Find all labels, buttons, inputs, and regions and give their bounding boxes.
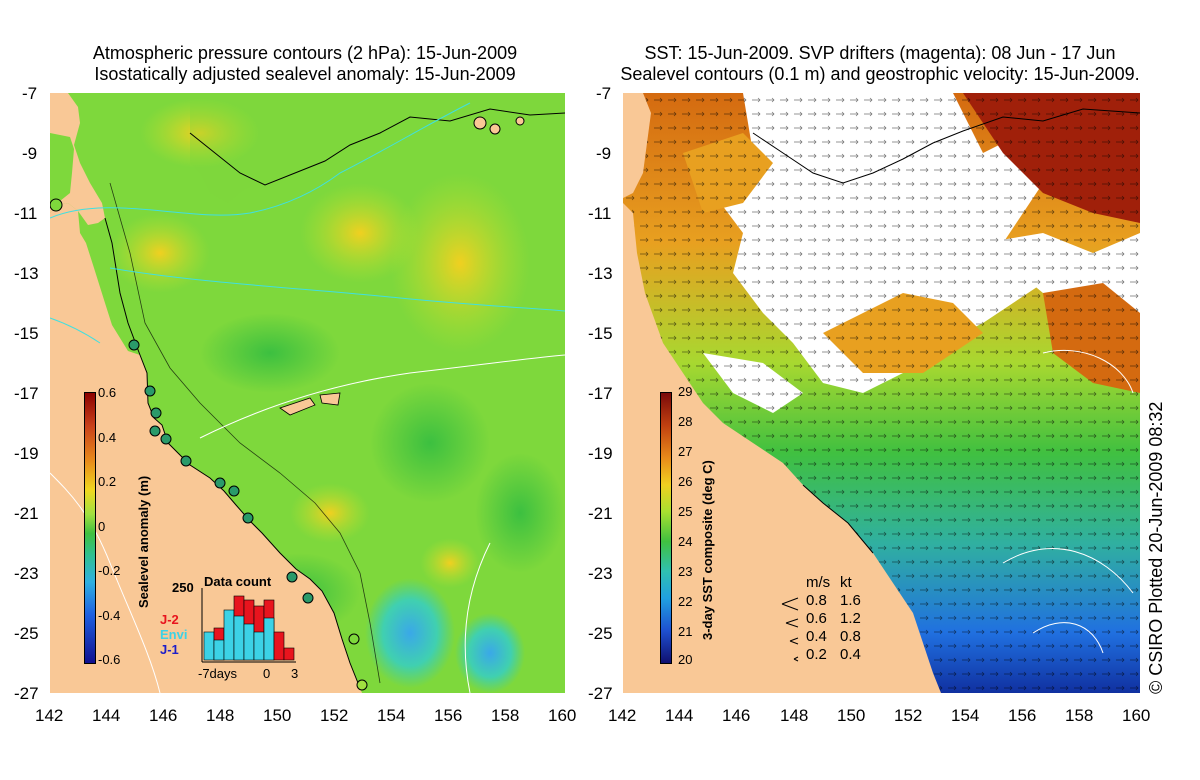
- right-x-tick-2: 146: [722, 706, 751, 725]
- left-y-tick-10: -27: [14, 684, 39, 703]
- left-cbar-tick-3: 0: [98, 519, 106, 534]
- right-x-tick-0: 142: [608, 706, 637, 725]
- inset-legend-j1: J-1: [160, 642, 179, 657]
- velocity-legend-row-2-kt: 0.8: [840, 628, 861, 645]
- left-x-tick-3: 148: [206, 706, 235, 725]
- left-x-tick-8: 158: [491, 706, 520, 725]
- left-y-tick-6: -19: [14, 444, 39, 463]
- right-y-tick-5: -17: [588, 384, 613, 403]
- left-cbar-tick-0: 0.6: [98, 385, 117, 400]
- left-x-tick-6: 154: [377, 706, 406, 725]
- right-y-tick-7: -21: [588, 504, 613, 523]
- velocity-legend-row-0-ms: 0.8: [806, 592, 827, 609]
- right-title-line1: SST: 15-Jun-2009. SVP drifters (magenta)…: [644, 43, 1116, 63]
- right-x-tick-6: 154: [951, 706, 980, 725]
- plot-credit: © CSIRO Plotted 20-Jun-2009 08:32: [1146, 401, 1166, 694]
- right-cbar-tick-9: 20: [678, 652, 693, 667]
- left-cbar-tick-1: 0.4: [98, 430, 117, 445]
- right-y-tick-0: -7: [596, 84, 612, 103]
- velocity-legend-row-2-ms: 0.4: [806, 628, 827, 645]
- right-y-tick-8: -23: [588, 564, 613, 583]
- velocity-legend-row-0-kt: 1.6: [840, 592, 861, 609]
- inset-title: Data count: [204, 574, 272, 589]
- velocity-legend-header-ms: m/s: [806, 574, 831, 591]
- left-cbar-tick-5: -0.4: [98, 608, 121, 623]
- right-x-tick-9: 160: [1122, 706, 1151, 725]
- left-y-tick-2: -11: [14, 204, 38, 223]
- left-y-tick-8: -23: [14, 564, 39, 583]
- right-y-tick-2: -11: [588, 204, 612, 223]
- right-cbar-tick-1: 28: [678, 414, 693, 429]
- right-x-tick-8: 158: [1065, 706, 1094, 725]
- left-y-tick-3: -13: [14, 264, 39, 283]
- left-map-graphic: [50, 93, 565, 693]
- left-y-tick-4: -15: [14, 324, 39, 343]
- right-cbar-tick-2: 27: [678, 444, 693, 459]
- right-y-tick-1: -9: [596, 144, 612, 163]
- left-x-tick-7: 156: [434, 706, 463, 725]
- left-y-tick-5: -17: [14, 384, 39, 403]
- right-map-sst: [623, 93, 1140, 693]
- right-cbar-tick-8: 21: [678, 624, 693, 639]
- velocity-legend: m/s kt 0.8 1.6 0.6 1.2 0.4 0.8 0.2 0.4: [780, 574, 870, 666]
- left-colorbar-title: Sealevel anomaly (m): [136, 475, 151, 608]
- velocity-legend-arrows: [781, 597, 799, 662]
- right-x-tick-4: 150: [837, 706, 866, 725]
- left-cbar-tick-6: -0.6: [98, 652, 121, 667]
- right-y-tick-10: -27: [588, 684, 613, 703]
- left-y-tick-9: -25: [14, 624, 39, 643]
- right-cbar-tick-6: 23: [678, 564, 693, 579]
- velocity-legend-row-1-ms: 0.6: [806, 610, 827, 627]
- right-y-tick-4: -15: [588, 324, 613, 343]
- left-title-line2: Isostatically adjusted sealevel anomaly:…: [94, 64, 516, 84]
- left-y-tick-0: -7: [22, 84, 38, 103]
- right-x-tick-1: 144: [665, 706, 694, 725]
- left-cbar-tick-4: -0.2: [98, 563, 121, 578]
- left-x-tick-1: 144: [92, 706, 121, 725]
- velocity-legend-row-1-kt: 1.2: [840, 610, 861, 627]
- left-colorbar: [84, 392, 96, 664]
- left-x-tick-5: 152: [320, 706, 349, 725]
- left-x-tick-0: 142: [35, 706, 64, 725]
- right-cbar-tick-7: 22: [678, 594, 693, 609]
- right-cbar-tick-3: 26: [678, 474, 693, 489]
- inset-legend-envi: Envi: [160, 627, 188, 642]
- right-colorbar: [660, 392, 672, 664]
- right-map-graphic: [623, 93, 1140, 693]
- left-x-tick-9: 160: [548, 706, 577, 725]
- right-y-tick-6: -19: [588, 444, 613, 463]
- left-y-tick-1: -9: [22, 144, 38, 163]
- left-title-line1: Atmospheric pressure contours (2 hPa): 1…: [92, 43, 518, 63]
- left-map-sealevel-anomaly: [50, 93, 565, 693]
- left-cbar-tick-2: 0.2: [98, 474, 117, 489]
- right-x-tick-7: 156: [1008, 706, 1037, 725]
- right-x-tick-3: 148: [780, 706, 809, 725]
- left-y-tick-7: -21: [14, 504, 39, 523]
- right-x-tick-5: 152: [894, 706, 923, 725]
- right-cbar-tick-4: 25: [678, 504, 693, 519]
- inset-xlabel-start: -7days: [198, 666, 238, 681]
- velocity-legend-header-kt: kt: [840, 574, 852, 591]
- left-x-tick-4: 150: [263, 706, 292, 725]
- inset-legend-j2: J-2: [160, 612, 179, 627]
- inset-histogram: [201, 588, 296, 663]
- right-title-line2: Sealevel contours (0.1 m) and geostrophi…: [620, 64, 1140, 84]
- inset-ymax: 250: [172, 580, 194, 595]
- velocity-legend-row-3-ms: 0.2: [806, 646, 827, 663]
- right-cbar-tick-5: 24: [678, 534, 693, 549]
- left-x-tick-2: 146: [149, 706, 178, 725]
- inset-xlabel-end: 3: [291, 666, 299, 681]
- right-y-tick-3: -13: [588, 264, 613, 283]
- right-y-tick-9: -25: [588, 624, 613, 643]
- inset-xlabel-zero: 0: [263, 666, 271, 681]
- velocity-legend-row-3-kt: 0.4: [840, 646, 861, 663]
- right-cbar-tick-0: 29: [678, 384, 693, 399]
- right-colorbar-title: 3-day SST composite (deg C): [700, 460, 715, 640]
